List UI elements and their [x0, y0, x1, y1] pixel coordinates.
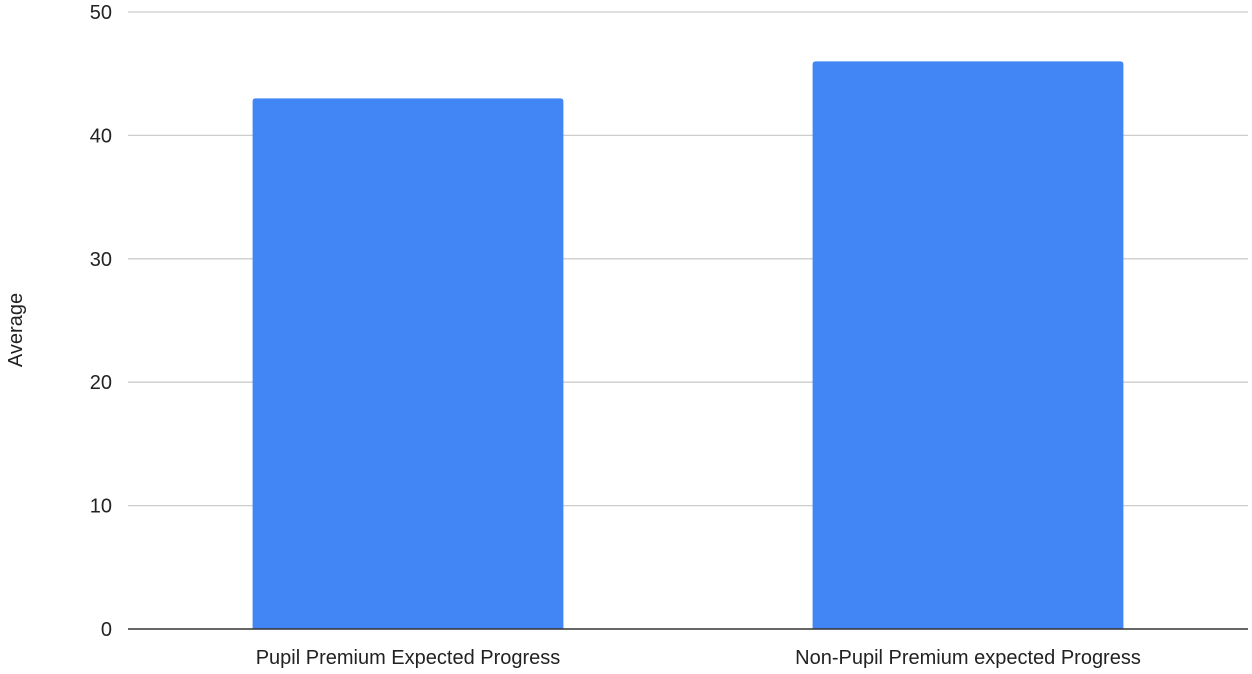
x-tick-label: Pupil Premium Expected Progress [256, 647, 561, 669]
y-axis-title: Average [5, 293, 27, 367]
tick-labels: 0 10 20 30 40 50 Pupil Premium Expected Progre… [90, 2, 1141, 669]
y-tick-label: 40 [90, 125, 112, 147]
x-tick-label: Non-Pupil Premium expected Progress [795, 647, 1141, 669]
y-tick-label: 20 [90, 372, 112, 394]
y-tick-label: 50 [90, 2, 112, 24]
bar-1 [252, 98, 564, 629]
y-tick-label: 10 [90, 496, 112, 518]
bars [252, 61, 1124, 630]
bar-2 [812, 61, 1124, 630]
y-tick-label: 30 [90, 249, 112, 271]
y-tick-label: 0 [101, 619, 112, 641]
